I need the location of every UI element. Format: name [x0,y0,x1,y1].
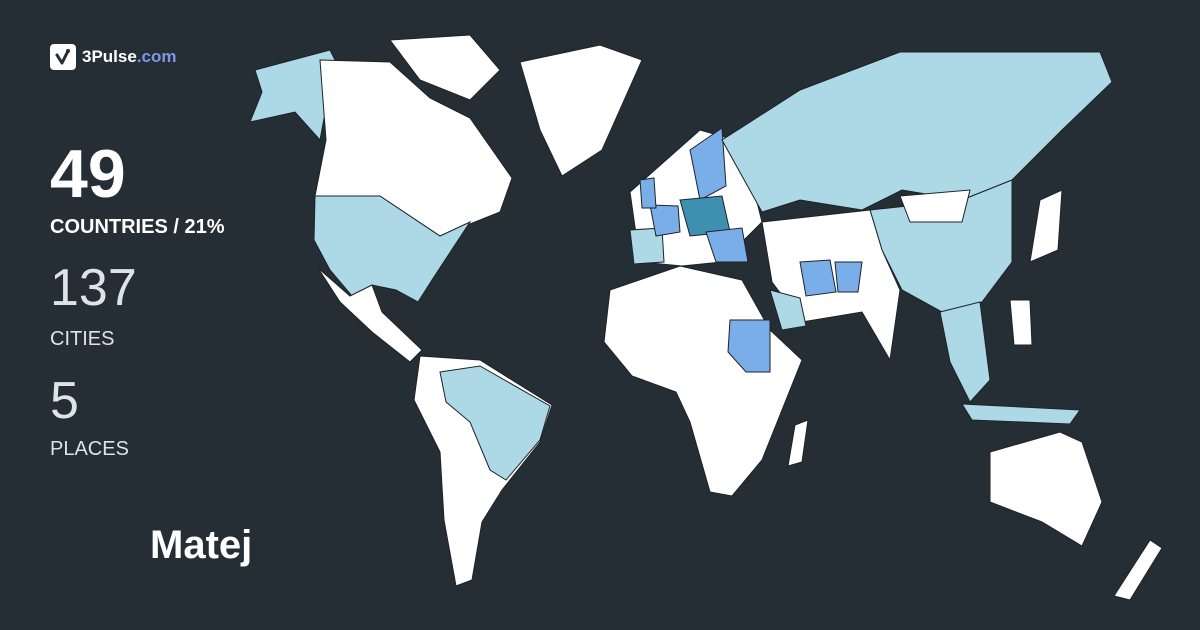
country-new-zealand [1113,539,1163,601]
country-canada [314,59,513,237]
country-greenland [519,44,643,177]
country-madagascar [787,419,809,467]
cities-count: 137 [50,259,137,317]
countries-count: 49 [50,136,126,212]
country-iran [799,259,837,297]
country-africa [603,265,803,497]
country-usa [313,195,472,303]
country-se-asia [939,301,991,403]
country-mexico [317,267,423,363]
places-label: PLACES [50,438,129,460]
country-mongolia [899,189,971,223]
country-russia [721,51,1113,213]
country-canada-islands [389,34,501,101]
brand-logo[interactable]: 3Pulse.com [50,44,177,70]
country-alaska [249,49,336,142]
check-pulse-icon [50,44,76,70]
places-count: 5 [50,372,79,430]
country-philippines [1009,299,1033,346]
country-iberia [629,227,665,265]
country-indonesia [961,403,1081,425]
country-afghanistan [834,261,863,293]
countries-label: COUNTRIES / 21% [50,216,225,238]
country-australia [989,431,1103,547]
country-uk [639,177,657,209]
user-name: Matej [150,523,253,567]
country-brazil [439,365,551,481]
country-china [869,179,1013,313]
cities-label: CITIES [50,328,115,350]
brand-name: 3Pulse.com [82,47,177,66]
country-sudan [727,319,771,373]
country-balkans [705,227,749,263]
country-saudi [769,289,807,331]
country-japan [1029,189,1063,263]
country-france [649,204,681,237]
country-scandinavia [689,127,727,201]
